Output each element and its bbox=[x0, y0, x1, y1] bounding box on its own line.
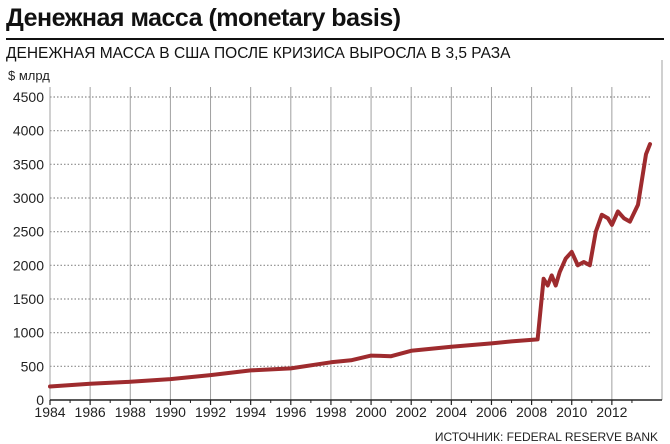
y-tick-label: 2500 bbox=[13, 224, 44, 240]
y-tick-label: 3000 bbox=[13, 190, 44, 206]
x-tick-label: 2002 bbox=[396, 404, 427, 420]
chart-title: Денежная масса (monetary basis) bbox=[6, 4, 401, 32]
x-tick-label: 2006 bbox=[476, 404, 507, 420]
y-tick-label: 1000 bbox=[13, 325, 44, 341]
x-tick-label: 1992 bbox=[195, 404, 226, 420]
y-tick-label: 0 bbox=[36, 392, 44, 408]
x-tick-label: 2008 bbox=[516, 404, 547, 420]
x-tick-label: 2010 bbox=[556, 404, 587, 420]
x-tick-label: 1996 bbox=[275, 404, 306, 420]
y-axis-unit: $ млрд bbox=[8, 68, 50, 83]
y-tick-label: 4000 bbox=[13, 123, 44, 139]
chart-subtitle: ДЕНЕЖНАЯ МАССА В США ПОСЛЕ КРИЗИСА ВЫРОС… bbox=[6, 45, 511, 62]
x-tick-label: 1990 bbox=[155, 404, 186, 420]
y-tick-label: 4500 bbox=[13, 89, 44, 105]
series-line bbox=[48, 142, 652, 389]
x-tick-label: 1998 bbox=[315, 404, 346, 420]
x-tick-label: 1986 bbox=[75, 404, 106, 420]
y-tick-label: 3500 bbox=[13, 156, 44, 172]
x-tick-label: 2000 bbox=[355, 404, 386, 420]
x-tick-label: 1984 bbox=[34, 404, 65, 420]
source-note: ИСТОЧНИК: FEDERAL RESERVE BANK bbox=[434, 430, 658, 444]
title-rule bbox=[6, 38, 664, 40]
x-tick-label: 1994 bbox=[235, 404, 266, 420]
x-tick-label: 2012 bbox=[596, 404, 627, 420]
x-tick-label: 1988 bbox=[115, 404, 146, 420]
y-tick-label: 500 bbox=[21, 358, 45, 374]
y-tick-label: 1500 bbox=[13, 291, 44, 307]
x-tick-label: 2004 bbox=[436, 404, 467, 420]
y-tick-label: 2000 bbox=[13, 257, 44, 273]
